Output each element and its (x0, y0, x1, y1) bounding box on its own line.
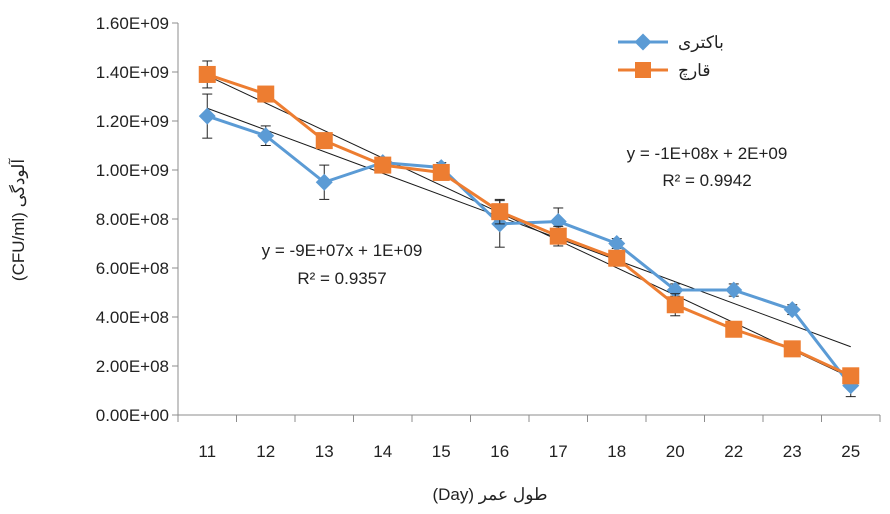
trend-equation-fungi: y = -1E+08x + 2E+09 (627, 144, 788, 163)
trendline (207, 107, 851, 348)
x-axis-title: طول عمر (Day) (432, 485, 547, 505)
data-point (374, 156, 392, 174)
y-tick-label: 1.60E+09 (96, 14, 169, 33)
x-tick-label: 15 (432, 442, 451, 461)
data-point (315, 132, 333, 150)
y-tick-label: 2.00E+08 (96, 357, 169, 376)
legend-marker-fungi (635, 62, 651, 78)
data-point (725, 281, 743, 299)
data-point (257, 127, 275, 145)
data-point (725, 320, 743, 338)
trend-equation-bacteria: y = -9E+07x + 1E+09 (262, 241, 423, 260)
series (198, 60, 860, 398)
x-tick-label: 23 (783, 442, 802, 461)
y-axis-title: آلودگی (CFU/ml) (7, 158, 29, 281)
x-tick-label: 17 (549, 442, 568, 461)
data-point (666, 296, 684, 314)
data-point (315, 173, 333, 191)
data-point (842, 367, 860, 385)
y-tick-label: 6.00E+08 (96, 259, 169, 278)
series-line (206, 73, 852, 378)
data-point (608, 235, 626, 252)
x-tick-label: 18 (607, 442, 626, 461)
trend-r2-bacteria: R² = 0.9357 (297, 269, 386, 288)
y-tick-label: 4.00E+08 (96, 308, 169, 327)
data-point (783, 301, 801, 319)
data-point (666, 281, 684, 299)
trendline-annotation-fungi: y = -1E+08x + 2E+09 R² = 0.9942 (627, 144, 788, 190)
y-tick-label: 8.00E+08 (96, 210, 169, 229)
y-tick-label: 1.00E+09 (96, 161, 169, 180)
trend-r2-fungi: R² = 0.9942 (662, 171, 751, 190)
data-point (783, 340, 801, 358)
data-point (608, 249, 626, 267)
axes (177, 23, 880, 416)
x-tick-label: 25 (841, 442, 860, 461)
x-tick-label: 12 (256, 442, 275, 461)
data-point (198, 107, 216, 125)
data-point (549, 227, 567, 245)
data-point (257, 85, 275, 103)
data-point (491, 203, 509, 221)
legend-item-bacteria: باکتری (618, 33, 724, 53)
legend-label-fungi: قارچ (678, 61, 711, 81)
x-tick-label: 22 (724, 442, 743, 461)
trendline-annotation-bacteria: y = -9E+07x + 1E+09 R² = 0.9357 (262, 241, 423, 288)
legend-item-fungi: قارچ (618, 61, 711, 81)
x-tick-label: 16 (490, 442, 509, 461)
x-tick-labels: 11 12 13 14 15 16 17 18 20 22 23 25 (177, 415, 881, 461)
y-tick-label: 1.20E+09 (96, 112, 169, 131)
legend-label-bacteria: باکتری (678, 33, 724, 53)
legend-marker-bacteria (634, 33, 652, 51)
data-point (549, 212, 567, 230)
x-tick-label: 11 (198, 442, 216, 461)
y-tick-labels: 0.00E+00 2.00E+08 4.00E+08 6.00E+08 8.00E+08… (96, 14, 178, 425)
series-group (198, 60, 860, 385)
x-tick-label: 20 (666, 442, 685, 461)
x-tick-label: 14 (373, 442, 392, 461)
y-tick-label: 0.00E+00 (96, 406, 169, 425)
y-tick-label: 1.40E+09 (96, 63, 169, 82)
trendlines (207, 75, 851, 378)
trendline (207, 75, 851, 378)
legend: باکتری قارچ (618, 33, 724, 81)
data-point (432, 163, 450, 181)
x-tick-label: 13 (315, 442, 334, 461)
data-point (198, 65, 216, 83)
